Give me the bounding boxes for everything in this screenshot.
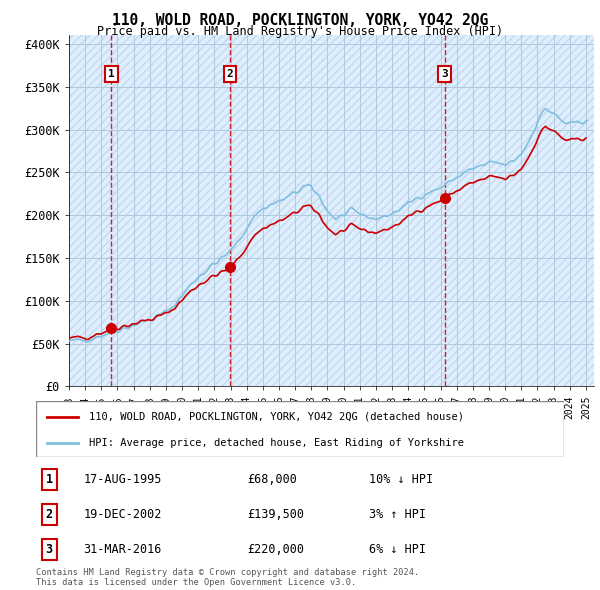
Text: 3: 3 <box>441 69 448 79</box>
Text: 3: 3 <box>46 543 53 556</box>
Text: £139,500: £139,500 <box>247 508 304 522</box>
Text: 1: 1 <box>108 69 115 79</box>
Text: £220,000: £220,000 <box>247 543 304 556</box>
Text: 17-AUG-1995: 17-AUG-1995 <box>83 473 162 486</box>
Text: 1: 1 <box>46 473 53 486</box>
Text: 110, WOLD ROAD, POCKLINGTON, YORK, YO42 2QG: 110, WOLD ROAD, POCKLINGTON, YORK, YO42 … <box>112 13 488 28</box>
FancyBboxPatch shape <box>36 401 564 457</box>
Text: Price paid vs. HM Land Registry's House Price Index (HPI): Price paid vs. HM Land Registry's House … <box>97 25 503 38</box>
Text: 3% ↑ HPI: 3% ↑ HPI <box>368 508 425 522</box>
Text: 6% ↓ HPI: 6% ↓ HPI <box>368 543 425 556</box>
Text: 2: 2 <box>46 508 53 522</box>
Text: Contains HM Land Registry data © Crown copyright and database right 2024.
This d: Contains HM Land Registry data © Crown c… <box>36 568 419 587</box>
Text: 2: 2 <box>227 69 233 79</box>
Text: £68,000: £68,000 <box>247 473 297 486</box>
Text: 110, WOLD ROAD, POCKLINGTON, YORK, YO42 2QG (detached house): 110, WOLD ROAD, POCKLINGTON, YORK, YO42 … <box>89 412 464 422</box>
Text: 31-MAR-2016: 31-MAR-2016 <box>83 543 162 556</box>
Text: 19-DEC-2002: 19-DEC-2002 <box>83 508 162 522</box>
Text: HPI: Average price, detached house, East Riding of Yorkshire: HPI: Average price, detached house, East… <box>89 438 464 448</box>
Text: 10% ↓ HPI: 10% ↓ HPI <box>368 473 433 486</box>
